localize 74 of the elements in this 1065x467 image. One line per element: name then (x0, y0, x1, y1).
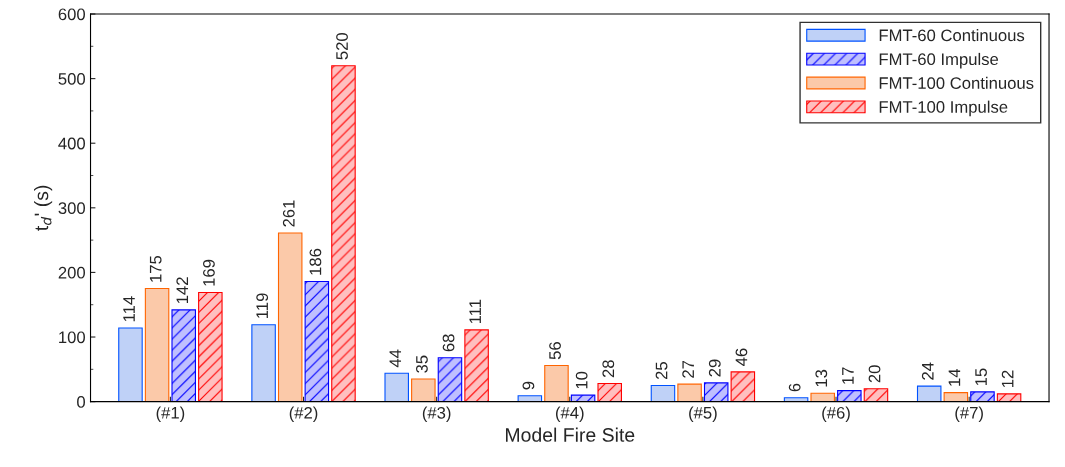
x-tick-label: (#2) (289, 406, 318, 423)
bar (118, 327, 143, 402)
x-tick-label: (#4) (555, 406, 584, 423)
data-label: 520 (336, 32, 348, 60)
bar (863, 388, 889, 402)
y-tick-label: 600 (58, 8, 86, 21)
data-label: 15 (975, 368, 987, 386)
x-tick-label: (#7) (955, 406, 983, 423)
data-label: 111 (469, 299, 481, 324)
data-label: 17 (842, 367, 854, 384)
data-label: 46 (735, 348, 748, 366)
data-label: 142 (176, 277, 189, 304)
data-label: 9 (522, 381, 535, 390)
bar (198, 291, 223, 402)
y-tick-label: 100 (59, 331, 86, 344)
data-label: 12 (1001, 370, 1014, 388)
data-label: 35 (416, 355, 428, 373)
bar (517, 395, 543, 402)
x-tick-label: (#5) (689, 406, 717, 423)
bar (810, 392, 835, 402)
data-label: 261 (282, 200, 295, 227)
data-label: 27 (682, 360, 694, 378)
bar (970, 391, 995, 402)
data-label: 56 (549, 342, 561, 360)
data-label: 169 (203, 259, 215, 286)
data-label: 44 (389, 349, 402, 368)
bar (251, 324, 276, 402)
bar (837, 390, 862, 402)
data-label: 10 (575, 371, 588, 389)
data-label: 24 (921, 362, 934, 380)
data-label: 14 (948, 368, 961, 386)
data-label: 186 (309, 248, 322, 275)
y-tick-label: 200 (58, 266, 86, 279)
x-tick-label: (#6) (822, 406, 850, 423)
bar (304, 280, 330, 402)
bar (144, 288, 170, 402)
data-label: 6 (788, 383, 801, 392)
x-tick-label: (#3) (422, 406, 451, 423)
bar (464, 329, 489, 402)
bar (677, 383, 702, 402)
data-label: 114 (123, 296, 135, 322)
bar (730, 371, 756, 402)
bar (171, 309, 196, 402)
legend-label: FMT-100 Continuous (879, 76, 1034, 89)
bar (277, 232, 303, 402)
x-axis-title: Model Fire Site (506, 427, 635, 442)
bar (597, 382, 622, 402)
bar (703, 382, 729, 402)
bar (331, 65, 356, 402)
legend-label: FMT-100 Impulse (879, 100, 1008, 117)
bar (544, 364, 569, 402)
data-label: 28 (602, 360, 615, 378)
x-tick-label: (#1) (156, 406, 185, 423)
data-label: 29 (708, 359, 721, 377)
bar (411, 378, 436, 402)
data-label: 175 (149, 255, 162, 282)
legend-label: FMT-60 Impulse (879, 52, 999, 69)
bar (996, 393, 1022, 402)
bar (916, 385, 942, 402)
data-label: 20 (868, 365, 881, 383)
bar (650, 384, 676, 402)
data-label: 68 (442, 334, 455, 352)
y-tick-label: 500 (58, 73, 86, 85)
y-tick-label: 0 (77, 396, 86, 408)
legend-label: FMT-60 Continuous (879, 29, 1025, 42)
bar (943, 392, 969, 402)
y-tick-label: 400 (58, 137, 86, 150)
data-label: 25 (655, 362, 668, 380)
bar (437, 357, 463, 402)
y-axis-title: t$_{d}$' (s) (34, 185, 53, 231)
y-tick-label: 300 (58, 202, 86, 215)
data-label: 119 (256, 293, 269, 318)
bar (384, 372, 409, 402)
data-label: 13 (815, 369, 828, 387)
